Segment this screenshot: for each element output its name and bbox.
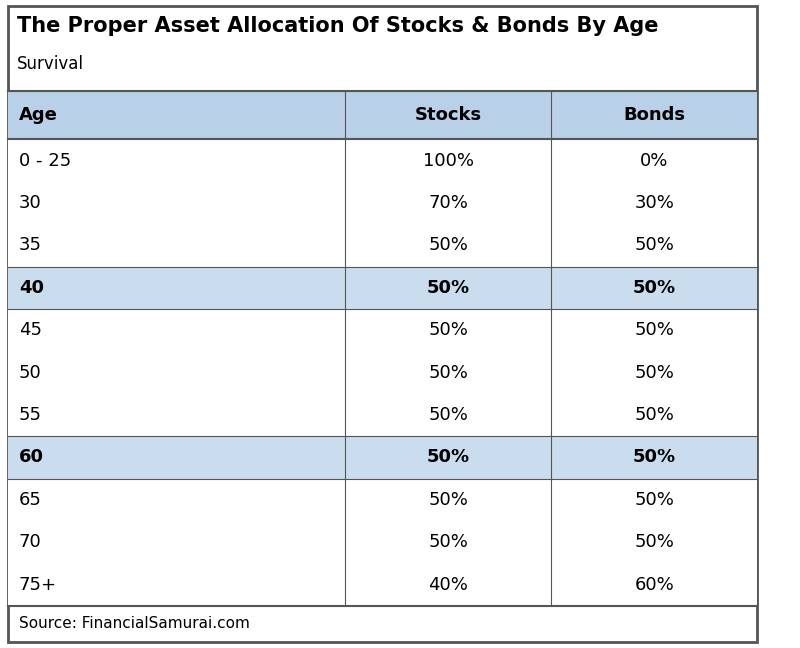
FancyBboxPatch shape [8,479,758,521]
Text: 50%: 50% [426,279,470,297]
Text: 50%: 50% [428,533,468,551]
Text: 50: 50 [19,364,42,382]
Text: 60%: 60% [634,575,674,594]
Text: 50%: 50% [633,279,676,297]
Text: 50%: 50% [428,237,468,255]
Text: Source: FinancialSamurai.com: Source: FinancialSamurai.com [19,616,250,631]
Text: Survival: Survival [17,55,84,73]
FancyBboxPatch shape [8,564,758,606]
Text: Bonds: Bonds [623,106,685,124]
Text: 40: 40 [19,279,44,297]
FancyBboxPatch shape [8,139,758,181]
Text: 30: 30 [19,194,42,212]
FancyBboxPatch shape [8,351,758,394]
FancyBboxPatch shape [8,436,758,479]
Text: 50%: 50% [428,321,468,339]
FancyBboxPatch shape [8,394,758,436]
Text: 70%: 70% [428,194,468,212]
Text: 50%: 50% [634,491,674,509]
Text: 50%: 50% [634,321,674,339]
FancyBboxPatch shape [8,181,758,224]
Text: 50%: 50% [633,448,676,467]
FancyBboxPatch shape [8,521,758,564]
Text: 100%: 100% [422,152,474,170]
Text: 40%: 40% [428,575,468,594]
Text: Stocks: Stocks [414,106,482,124]
Text: 50%: 50% [428,491,468,509]
Text: The Proper Asset Allocation Of Stocks & Bonds By Age: The Proper Asset Allocation Of Stocks & … [17,16,658,36]
FancyBboxPatch shape [8,91,758,139]
Text: 70: 70 [19,533,42,551]
Text: 60: 60 [19,448,44,467]
FancyBboxPatch shape [8,266,758,309]
Text: 50%: 50% [428,406,468,424]
Text: 50%: 50% [426,448,470,467]
Text: 50%: 50% [634,533,674,551]
FancyBboxPatch shape [8,6,758,642]
Text: Age: Age [19,106,58,124]
Text: 65: 65 [19,491,42,509]
Text: 55: 55 [19,406,42,424]
Text: 0 - 25: 0 - 25 [19,152,71,170]
Text: 50%: 50% [428,364,468,382]
Text: 50%: 50% [634,406,674,424]
Text: 50%: 50% [634,364,674,382]
Text: 30%: 30% [634,194,674,212]
Text: 45: 45 [19,321,42,339]
FancyBboxPatch shape [8,309,758,351]
Text: 75+: 75+ [19,575,57,594]
Text: 50%: 50% [634,237,674,255]
FancyBboxPatch shape [8,224,758,266]
Text: 0%: 0% [640,152,668,170]
Text: 35: 35 [19,237,42,255]
